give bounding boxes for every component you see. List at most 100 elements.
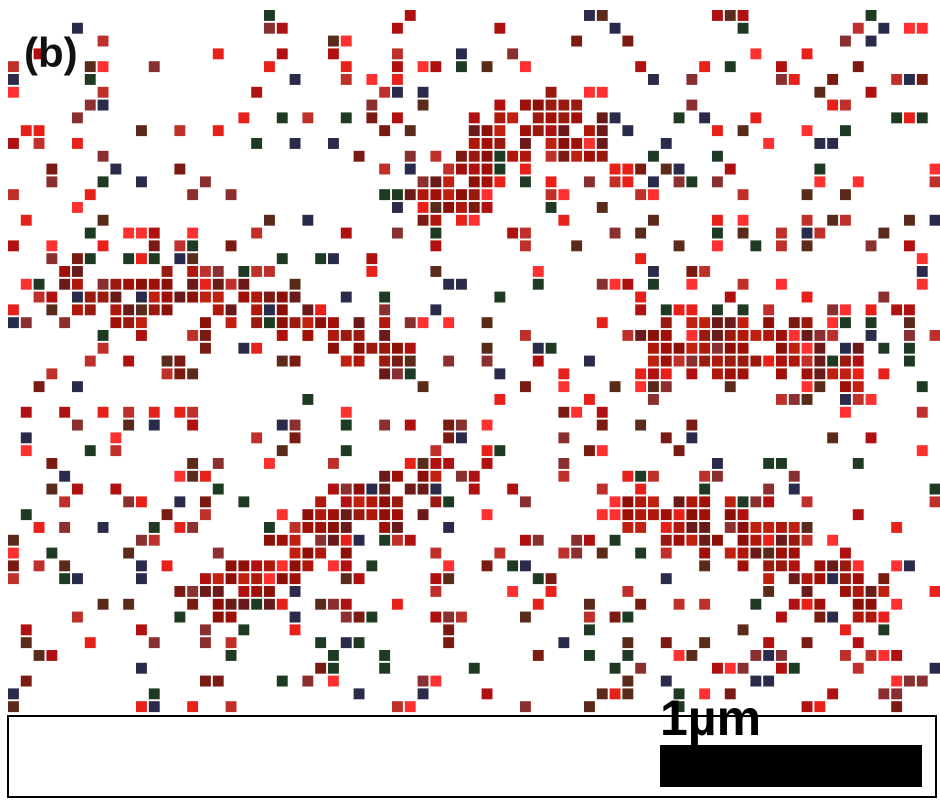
pixel [379, 342, 391, 354]
pixel [174, 522, 186, 533]
pixel [200, 342, 211, 354]
pixel [212, 48, 224, 60]
pixel [72, 253, 83, 265]
pixel [276, 445, 288, 457]
pixel [33, 278, 45, 290]
pixel [750, 650, 762, 661]
pixel [430, 189, 442, 201]
pixel [852, 368, 864, 380]
pixel [264, 22, 275, 34]
pixel [532, 650, 544, 661]
pixel [315, 317, 327, 329]
pixel [712, 662, 723, 674]
pixel [788, 355, 800, 367]
pixel [596, 138, 608, 149]
pixel [776, 522, 787, 533]
pixel [200, 637, 211, 649]
pixel [827, 317, 839, 329]
pixel [353, 688, 365, 700]
pixel [430, 458, 442, 469]
pixel [571, 406, 583, 418]
pixel [788, 573, 800, 585]
pixel [328, 458, 339, 469]
pixel [558, 432, 570, 444]
pixel [776, 547, 787, 559]
pixel [737, 355, 749, 367]
pixel [187, 458, 199, 469]
pixel [366, 509, 378, 521]
pixel [660, 342, 672, 354]
pixel [763, 560, 775, 572]
pixel [737, 278, 749, 290]
pixel [776, 342, 787, 354]
pixel [33, 560, 45, 572]
pixel [737, 368, 749, 380]
pixel [673, 496, 685, 508]
pixel [123, 547, 135, 559]
pixel [289, 74, 301, 85]
pixel [136, 291, 147, 303]
pixel [379, 163, 391, 175]
pixel [584, 355, 595, 367]
pixel [635, 227, 647, 239]
pixel [904, 560, 915, 572]
pixel [148, 240, 160, 252]
pixel [776, 61, 787, 73]
pixel [852, 176, 864, 188]
pixel [328, 534, 339, 546]
pixel [315, 496, 327, 508]
pixel [328, 662, 339, 674]
pixel [532, 278, 544, 290]
pixel [238, 496, 250, 508]
pixel [712, 330, 723, 341]
pixel [827, 74, 839, 85]
pixel [110, 432, 122, 444]
pixel [520, 560, 531, 572]
pixel [212, 611, 224, 623]
pixel [545, 189, 557, 201]
pixel [648, 394, 659, 405]
pixel [532, 534, 544, 546]
pixel [788, 317, 800, 329]
pixel [545, 125, 557, 137]
pixel [788, 560, 800, 572]
pixel [174, 470, 186, 482]
pixel [443, 496, 455, 508]
pixel [712, 10, 723, 21]
pixel [315, 662, 327, 674]
pixel [840, 586, 851, 597]
pixel [379, 470, 391, 482]
pixel [801, 573, 813, 585]
pixel [686, 342, 698, 354]
pixel [545, 586, 557, 597]
pixel [33, 48, 45, 60]
pixel [737, 227, 749, 239]
pixel [750, 330, 762, 341]
pixel [724, 10, 736, 21]
pixel [417, 189, 429, 201]
pixel [276, 534, 288, 546]
pixel [302, 560, 314, 572]
pixel [891, 701, 903, 713]
pixel [72, 138, 83, 149]
pixel [456, 61, 467, 73]
pixel [840, 394, 851, 405]
pixel [763, 675, 775, 687]
pixel [136, 496, 147, 508]
pixel [20, 624, 32, 636]
pixel [737, 330, 749, 341]
pixel [609, 496, 621, 508]
pixel [353, 534, 365, 546]
pixel [596, 509, 608, 521]
pixel [891, 74, 903, 85]
pixel [507, 150, 519, 162]
pixel [494, 150, 506, 162]
pixel [430, 675, 442, 687]
pixel [366, 253, 378, 265]
pixel [520, 61, 531, 73]
pixel [404, 189, 416, 201]
pixel [750, 496, 762, 508]
pixel [776, 611, 787, 623]
pixel [891, 650, 903, 661]
pixel [699, 534, 711, 546]
